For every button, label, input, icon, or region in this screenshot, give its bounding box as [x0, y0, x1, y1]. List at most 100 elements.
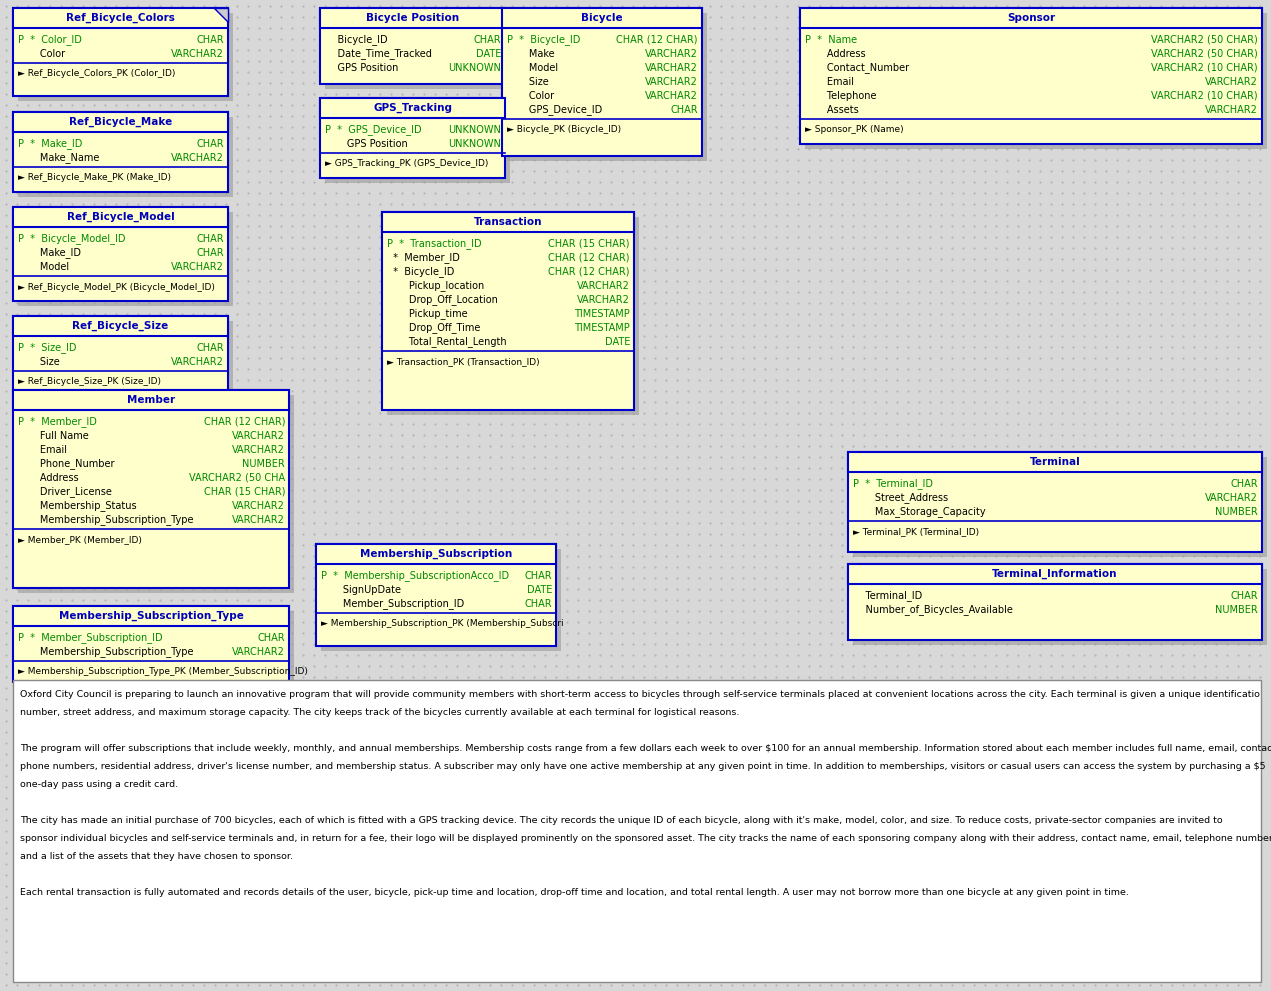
- Text: P  *  Name: P * Name: [805, 35, 857, 45]
- Text: CHAR (15 CHAR): CHAR (15 CHAR): [203, 487, 285, 497]
- Text: VARCHAR2: VARCHAR2: [1205, 77, 1258, 87]
- Text: Total_Rental_Length: Total_Rental_Length: [386, 337, 507, 348]
- Text: VARCHAR2: VARCHAR2: [172, 357, 224, 367]
- Text: CHAR: CHAR: [197, 234, 224, 244]
- Text: Assets: Assets: [805, 105, 859, 115]
- Text: CHAR: CHAR: [1230, 591, 1258, 601]
- Polygon shape: [325, 103, 510, 183]
- Text: VARCHAR2: VARCHAR2: [233, 445, 285, 455]
- Text: Bicycle Position: Bicycle Position: [366, 13, 459, 23]
- Polygon shape: [386, 217, 639, 415]
- Text: P  *  GPS_Device_ID: P * GPS_Device_ID: [325, 125, 422, 136]
- Polygon shape: [18, 13, 233, 101]
- Polygon shape: [18, 117, 233, 197]
- Text: VARCHAR2 (50 CHA: VARCHAR2 (50 CHA: [189, 473, 285, 483]
- Text: Ref_Bicycle_Model: Ref_Bicycle_Model: [66, 212, 174, 222]
- Polygon shape: [13, 390, 289, 588]
- Text: CHAR: CHAR: [197, 248, 224, 258]
- Text: ► Membership_Subscription_PK (Membership_Subscri: ► Membership_Subscription_PK (Membership…: [322, 619, 563, 628]
- Text: Ref_Bicycle_Colors: Ref_Bicycle_Colors: [66, 13, 175, 23]
- Text: ► Ref_Bicycle_Size_PK (Size_ID): ► Ref_Bicycle_Size_PK (Size_ID): [18, 378, 161, 386]
- Polygon shape: [320, 8, 505, 84]
- Polygon shape: [320, 98, 505, 178]
- Text: Membership_Subscription_Type: Membership_Subscription_Type: [58, 610, 244, 621]
- Text: sponsor individual bicycles and self-service terminals and, in return for a fee,: sponsor individual bicycles and self-ser…: [20, 834, 1271, 843]
- Text: DATE: DATE: [475, 49, 501, 59]
- Text: P  *  Membership_SubscriptionAcco_ID: P * Membership_SubscriptionAcco_ID: [322, 571, 510, 582]
- Polygon shape: [848, 564, 1262, 640]
- Text: GPS Position: GPS Position: [325, 63, 398, 73]
- Text: CHAR: CHAR: [197, 35, 224, 45]
- Polygon shape: [13, 207, 228, 227]
- Text: VARCHAR2 (10 CHAR): VARCHAR2 (10 CHAR): [1152, 91, 1258, 101]
- Polygon shape: [13, 207, 228, 301]
- Polygon shape: [13, 112, 228, 132]
- Text: CHAR: CHAR: [525, 571, 552, 581]
- Polygon shape: [805, 13, 1267, 149]
- Text: ► Ref_Bicycle_Colors_PK (Color_ID): ► Ref_Bicycle_Colors_PK (Color_ID): [18, 69, 175, 78]
- Text: Ref_Bicycle_Size: Ref_Bicycle_Size: [72, 321, 169, 331]
- Polygon shape: [18, 212, 233, 306]
- Polygon shape: [322, 549, 561, 651]
- Text: Address: Address: [18, 473, 79, 483]
- Text: Member: Member: [127, 395, 175, 405]
- Text: CHAR: CHAR: [197, 139, 224, 149]
- Text: *  Bicycle_ID: * Bicycle_ID: [386, 267, 454, 277]
- Polygon shape: [13, 606, 289, 682]
- Text: VARCHAR2 (50 CHAR): VARCHAR2 (50 CHAR): [1152, 35, 1258, 45]
- Polygon shape: [383, 212, 634, 232]
- Text: VARCHAR2: VARCHAR2: [646, 91, 698, 101]
- Polygon shape: [383, 212, 634, 410]
- Text: VARCHAR2: VARCHAR2: [646, 63, 698, 73]
- Polygon shape: [848, 564, 1262, 584]
- Text: ► Bicycle_PK (Bicycle_ID): ► Bicycle_PK (Bicycle_ID): [507, 126, 622, 135]
- Text: Terminal_Information: Terminal_Information: [993, 569, 1117, 579]
- Text: CHAR: CHAR: [670, 105, 698, 115]
- Text: DATE: DATE: [526, 585, 552, 595]
- Text: NUMBER: NUMBER: [1215, 605, 1258, 615]
- Polygon shape: [13, 390, 289, 410]
- Text: CHAR (15 CHAR): CHAR (15 CHAR): [549, 239, 630, 249]
- Polygon shape: [799, 8, 1262, 28]
- Text: TIMESTAMP: TIMESTAMP: [574, 323, 630, 333]
- Polygon shape: [13, 606, 289, 626]
- Text: SignUpDate: SignUpDate: [322, 585, 400, 595]
- Text: phone numbers, residential address, driver's license number, and membership stat: phone numbers, residential address, driv…: [20, 762, 1266, 771]
- Text: Drop_Off_Location: Drop_Off_Location: [386, 294, 498, 305]
- Text: Driver_License: Driver_License: [18, 487, 112, 497]
- Polygon shape: [13, 112, 228, 192]
- Text: VARCHAR2: VARCHAR2: [577, 295, 630, 305]
- Polygon shape: [502, 8, 702, 28]
- Text: CHAR (12 CHAR): CHAR (12 CHAR): [549, 267, 630, 277]
- Text: ► Member_PK (Member_ID): ► Member_PK (Member_ID): [18, 535, 142, 544]
- Text: Telephone: Telephone: [805, 91, 877, 101]
- Text: Email: Email: [18, 445, 67, 455]
- Text: Terminal_ID: Terminal_ID: [853, 591, 923, 602]
- Text: VARCHAR2: VARCHAR2: [1205, 105, 1258, 115]
- Text: P  *  Size_ID: P * Size_ID: [18, 343, 76, 354]
- Text: VARCHAR2: VARCHAR2: [1205, 493, 1258, 503]
- Text: Member_Subscription_ID: Member_Subscription_ID: [322, 599, 464, 609]
- Text: GPS_Device_ID: GPS_Device_ID: [507, 104, 602, 116]
- Text: ► Transaction_PK (Transaction_ID): ► Transaction_PK (Transaction_ID): [386, 358, 540, 367]
- Text: VARCHAR2: VARCHAR2: [577, 281, 630, 291]
- Text: and a list of the assets that they have chosen to sponsor.: and a list of the assets that they have …: [20, 852, 294, 861]
- Text: Number_of_Bicycles_Available: Number_of_Bicycles_Available: [853, 605, 1013, 615]
- Polygon shape: [325, 13, 510, 89]
- Text: ► Sponsor_PK (Name): ► Sponsor_PK (Name): [805, 126, 904, 135]
- Text: TIMESTAMP: TIMESTAMP: [574, 309, 630, 319]
- Text: Color: Color: [507, 91, 554, 101]
- Text: Transaction: Transaction: [474, 217, 543, 227]
- Text: CHAR: CHAR: [197, 343, 224, 353]
- Text: VARCHAR2: VARCHAR2: [233, 515, 285, 525]
- Text: Bicycle_ID: Bicycle_ID: [325, 35, 388, 46]
- Text: Sponsor: Sponsor: [1007, 13, 1055, 23]
- Text: VARCHAR2: VARCHAR2: [646, 77, 698, 87]
- Text: Ref_Bicycle_Make: Ref_Bicycle_Make: [69, 117, 172, 127]
- Text: CHAR (12 CHAR): CHAR (12 CHAR): [616, 35, 698, 45]
- Polygon shape: [13, 316, 228, 336]
- Text: Date_Time_Tracked: Date_Time_Tracked: [325, 49, 432, 59]
- Text: VARCHAR2: VARCHAR2: [172, 262, 224, 272]
- Text: Contact_Number: Contact_Number: [805, 62, 909, 73]
- Text: P  *  Member_Subscription_ID: P * Member_Subscription_ID: [18, 632, 163, 643]
